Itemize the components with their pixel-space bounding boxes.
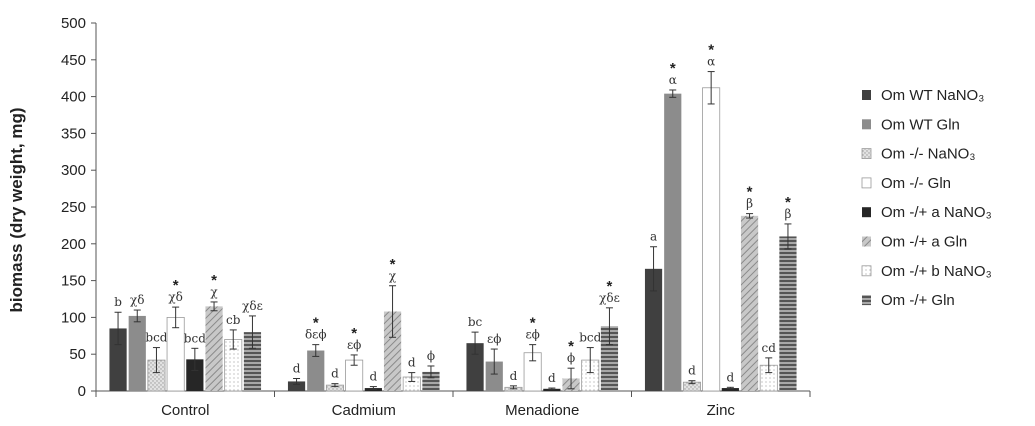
significance-label: α — [707, 55, 715, 69]
legend-swatch — [862, 119, 871, 130]
legend-label: Om -/+ a NaNO₃ — [881, 204, 992, 221]
legend-label: Om -/- NaNO₃ — [881, 146, 975, 163]
significance-star: * — [173, 277, 179, 294]
bar — [779, 236, 797, 391]
significance-label: β — [784, 207, 791, 221]
significance-star: * — [211, 272, 217, 289]
legend-swatch — [861, 177, 872, 189]
bar — [109, 328, 127, 391]
y-tick-label: 50 — [69, 346, 86, 363]
significance-label: b — [114, 295, 122, 309]
bar — [721, 388, 739, 391]
bar — [644, 268, 663, 391]
significance-label: β — [746, 197, 753, 211]
significance-label: εϕ — [487, 332, 501, 346]
bar — [186, 359, 204, 391]
bar — [466, 343, 484, 391]
significance-label: ϕ — [567, 351, 575, 365]
significance-label: ϕ — [427, 349, 435, 363]
significance-label: a — [650, 230, 657, 244]
significance-label: bcd — [145, 331, 167, 345]
bar — [243, 332, 262, 391]
bar — [128, 315, 146, 391]
y-tick-label: 0 — [78, 383, 86, 400]
significance-label: εϕ — [525, 328, 539, 342]
significance-label: d — [548, 371, 556, 385]
significance-star: * — [747, 184, 753, 201]
category-label: Zinc — [707, 402, 736, 419]
legend-swatch — [862, 90, 871, 100]
significance-label: χ — [389, 269, 397, 283]
y-tick-label: 400 — [61, 89, 86, 106]
bar — [600, 326, 619, 391]
legend-swatch — [861, 148, 872, 160]
significance-label: cd — [762, 341, 777, 355]
significance-label: bcd — [184, 331, 206, 345]
legend: Om WT NaNO₃ Om WT Gln Om -/- NaNO₃ Om -/- G… — [861, 87, 992, 309]
significance-label: bc — [468, 315, 483, 329]
significance-label: χδ — [130, 293, 145, 307]
category-label: Control — [161, 402, 209, 419]
significance-star: * — [785, 194, 791, 211]
category-label: Menadione — [505, 402, 579, 419]
significance-star: * — [670, 60, 676, 77]
significance-label: d — [727, 370, 735, 384]
significance-star: * — [530, 315, 536, 332]
significance-label: bcd — [579, 331, 601, 345]
legend-swatch — [862, 295, 871, 306]
bar — [307, 350, 325, 391]
significance-label: εϕ — [347, 338, 361, 352]
bar — [383, 311, 402, 391]
y-tick-label: 450 — [61, 52, 86, 69]
category-label: Cadmium — [332, 402, 396, 419]
bar — [702, 87, 721, 392]
significance-star: * — [351, 325, 357, 342]
legend-label: Om WT Gln — [881, 116, 960, 133]
bar — [422, 371, 440, 391]
y-tick-label: 500 — [61, 15, 86, 32]
significance-label: d — [293, 361, 301, 375]
significance-star: * — [390, 256, 396, 273]
legend-swatch — [862, 236, 871, 247]
y-axis-title-group: biomass (dry weight, mg) — [7, 108, 26, 313]
legend-swatch — [862, 207, 871, 218]
bar — [664, 93, 682, 391]
bar — [740, 215, 759, 391]
significance-star: * — [607, 278, 613, 295]
significance-label: d — [408, 356, 416, 370]
legend-label: Om -/+ b NaNO₃ — [881, 263, 992, 280]
y-axis-title: biomass (dry weight, mg) — [7, 108, 26, 313]
legend-label: Om -/- Gln — [881, 175, 951, 192]
significance-label: cb — [226, 313, 241, 327]
significance-star: * — [313, 315, 319, 332]
significance-label: χδε — [599, 291, 620, 305]
significance-label: χδ — [168, 290, 183, 304]
significance-label: χδε — [242, 299, 263, 313]
legend-label: Om -/+ Gln — [881, 292, 955, 309]
plot-area: 0 50 100 150 200 250 300 350 400 450 500 Control Cad… — [61, 15, 811, 419]
significance-label: d — [331, 367, 339, 381]
legend-label: Om WT NaNO₃ — [881, 87, 984, 104]
y-tick-label: 150 — [61, 273, 86, 290]
significance-label: d — [688, 364, 696, 378]
significance-star: * — [568, 338, 574, 355]
bar — [166, 316, 185, 392]
bar — [287, 381, 306, 391]
y-tick-label: 100 — [61, 309, 86, 326]
significance-label: d — [370, 370, 378, 384]
y-tick-label: 300 — [61, 162, 86, 179]
significance-label: δεϕ — [305, 328, 327, 342]
significance-label: d — [510, 369, 518, 383]
bar — [485, 361, 503, 391]
significance-star: * — [708, 42, 714, 59]
legend-swatch — [861, 265, 872, 277]
y-tick-label: 350 — [61, 125, 86, 142]
significance-label: χ — [210, 285, 218, 299]
significance-label: α — [669, 73, 677, 87]
y-tick-label: 250 — [61, 199, 86, 216]
legend-label: Om -/+ a Gln — [881, 234, 967, 251]
y-tick-label: 200 — [61, 236, 86, 253]
bar — [205, 306, 223, 391]
